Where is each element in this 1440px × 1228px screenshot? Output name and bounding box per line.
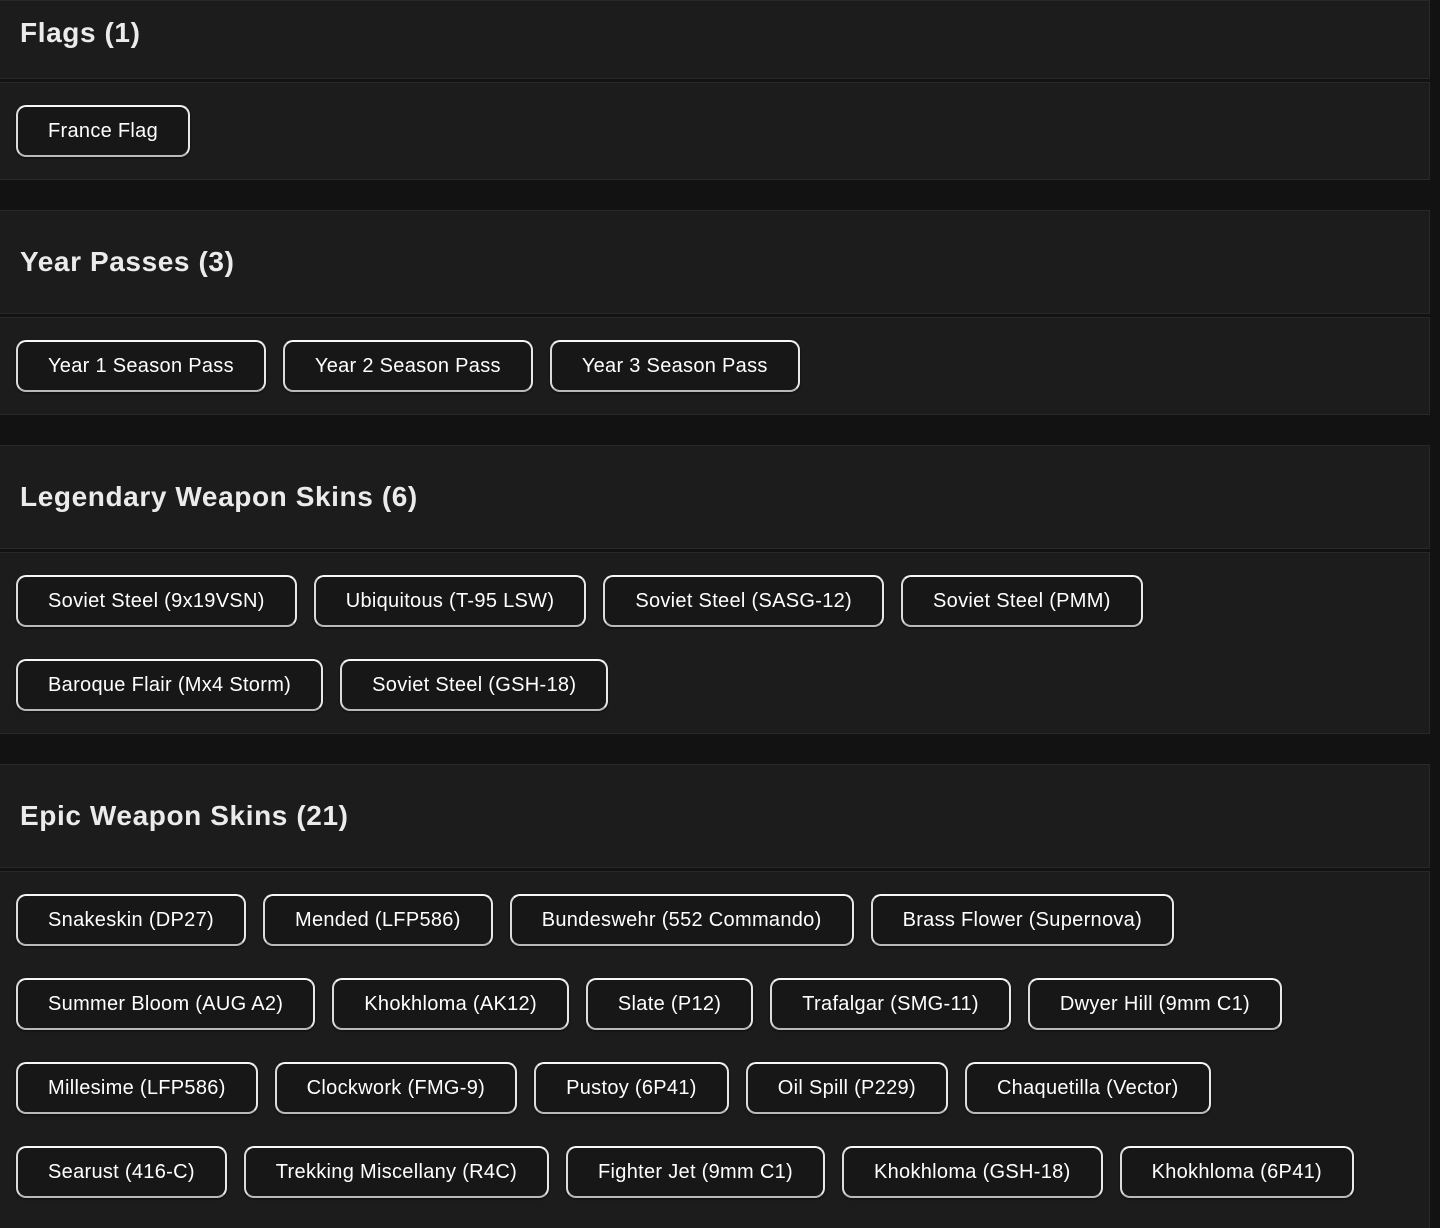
inventory-item-button[interactable]: Baroque Flair (Mx4 Storm) [16,659,324,711]
section-legendary-weapon-skins: Legendary Weapon Skins (6) Soviet Steel … [0,445,1430,734]
section-header: Legendary Weapon Skins (6) [0,445,1430,549]
inventory-item-button[interactable]: Year 1 Season Pass [16,340,266,392]
section-item-list: Snakeskin (DP27) Mended (LFP586) Bundesweh… [0,871,1430,1228]
section-item-list: Soviet Steel (9x19VSN) Ubiquitous (T-95 L… [0,552,1430,734]
inventory-item-button[interactable]: Year 3 Season Pass [549,340,800,392]
inventory-item-button[interactable]: Snakeskin (DP27) [16,894,246,946]
section-title: Year Passes (3) [20,246,235,277]
inventory-item-button[interactable]: Pustoy (6P41) [534,1062,729,1114]
inventory-item-button[interactable]: Brass Flower (Supernova) [870,894,1175,946]
inventory-item-button[interactable]: Fighter Jet (9mm C1) [566,1146,825,1198]
section-header: Flags (1) [0,0,1430,79]
section-title: Legendary Weapon Skins (6) [20,481,418,512]
inventory-item-button[interactable]: Year 2 Season Pass [282,340,533,392]
inventory-item-button[interactable]: Soviet Steel (PMM) [901,575,1143,627]
inventory-item-button[interactable]: Bundeswehr (552 Commando) [509,894,854,946]
inventory-item-button[interactable]: Oil Spill (P229) [745,1062,948,1114]
inventory-item-button[interactable]: Millesime (LFP586) [16,1062,258,1114]
inventory-item-button[interactable]: Ubiquitous (T-95 LSW) [313,575,587,627]
inventory-item-button[interactable]: Summer Bloom (AUG A2) [16,978,316,1030]
section-header: Year Passes (3) [0,210,1430,314]
section-header: Epic Weapon Skins (21) [0,764,1430,868]
inventory-item-button[interactable]: Chaquetilla (Vector) [964,1062,1211,1114]
section-title: Epic Weapon Skins (21) [20,800,349,831]
inventory-item-button[interactable]: Khokhloma (GSH-18) [841,1146,1103,1198]
section-item-list: Year 1 Season Pass Year 2 Season Pass Year… [0,317,1430,415]
inventory-item-button[interactable]: Trafalgar (SMG-11) [770,978,1011,1030]
inventory-item-button[interactable]: Khokhloma (AK12) [332,978,569,1030]
inventory-item-button[interactable]: Soviet Steel (SASG-12) [603,575,885,627]
section-item-list: France Flag [0,82,1430,180]
inventory-item-button[interactable]: Mended (LFP586) [262,894,493,946]
inventory-item-button[interactable]: Trekking Miscellany (R4C) [243,1146,550,1198]
section-epic-weapon-skins: Epic Weapon Skins (21) Snakeskin (DP27) M… [0,764,1430,1228]
inventory-item-button[interactable]: Clockwork (FMG-9) [274,1062,518,1114]
inventory-item-button[interactable]: France Flag [16,105,191,157]
inventory-item-button[interactable]: Khokhloma (6P41) [1119,1146,1355,1198]
inventory-item-button[interactable]: Dwyer Hill (9mm C1) [1027,978,1282,1030]
inventory-item-button[interactable]: Soviet Steel (9x19VSN) [16,575,297,627]
section-title: Flags (1) [20,16,141,48]
inventory-item-button[interactable]: Soviet Steel (GSH-18) [340,659,609,711]
inventory-item-button[interactable]: Slate (P12) [585,978,754,1030]
section-flags: Flags (1) France Flag [0,0,1430,180]
section-year-passes: Year Passes (3) Year 1 Season Pass Year 2… [0,210,1430,415]
inventory-item-button[interactable]: Searust (416-C) [16,1146,227,1198]
